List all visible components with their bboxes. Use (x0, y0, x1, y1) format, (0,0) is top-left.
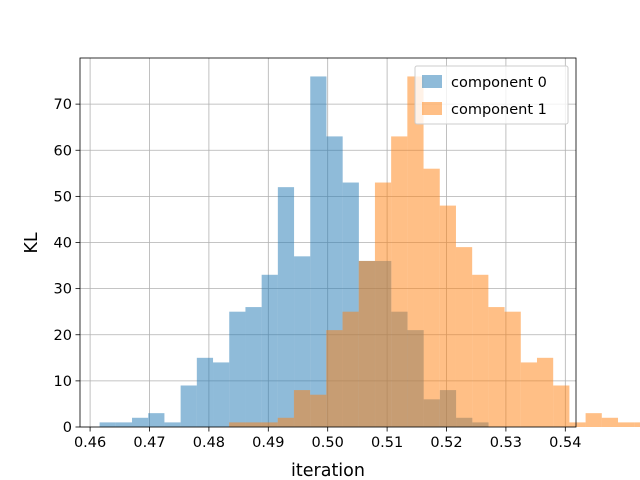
x-tick-label: 0.48 (193, 435, 225, 451)
y-tick-label: 0 (63, 420, 72, 436)
histogram-bar-series-1 (618, 422, 635, 427)
x-tick-label: 0.46 (74, 435, 106, 451)
histogram-bar-series-1 (293, 390, 311, 427)
histogram-bar-series-0 (277, 187, 295, 427)
legend-box (414, 65, 569, 125)
histogram-bar-series-1 (553, 385, 570, 427)
x-tick-label: 0.51 (371, 435, 403, 451)
histogram-bar-series-0 (213, 362, 230, 427)
histogram-bar-series-0 (261, 274, 278, 427)
legend-swatch (422, 102, 442, 115)
y-axis-label: KL (22, 232, 42, 253)
y-tick-label: 50 (54, 189, 72, 205)
histogram-bar-series-1 (229, 422, 246, 427)
histogram-bar-series-0 (148, 413, 165, 427)
histogram-bar-series-1 (391, 136, 408, 427)
histogram-bar-series-1 (310, 394, 327, 427)
histogram-bar-series-1 (326, 330, 343, 427)
x-tick-label: 0.53 (490, 435, 522, 451)
histogram-bar-series-1 (245, 422, 262, 427)
histogram-bar-series-0 (164, 422, 181, 427)
histogram-bar-series-1 (407, 76, 424, 427)
histogram-bar-series-0 (229, 311, 246, 427)
histogram-bar-series-0 (132, 417, 149, 427)
x-axis-label: iteration (291, 461, 365, 480)
histogram-bar-series-1 (488, 307, 505, 427)
y-tick-label: 10 (54, 374, 72, 390)
histogram-bar-series-1 (536, 357, 554, 427)
histogram-bar-series-1 (520, 362, 537, 427)
histogram-bar-series-1 (423, 168, 440, 427)
histogram-bar-series-1 (439, 205, 456, 427)
legend-swatch (422, 75, 442, 88)
histogram-bar-series-1 (455, 247, 473, 427)
legend-label: component 0 (451, 75, 547, 91)
histogram-bar-series-0 (294, 256, 311, 427)
histogram-bar-series-0 (245, 307, 262, 427)
histogram-bar-series-1 (342, 311, 359, 427)
y-tick-label: 70 (54, 97, 72, 113)
histogram-bar-series-0 (115, 422, 133, 427)
histogram-bar-series-1 (569, 422, 586, 427)
histogram-bar-series-0 (99, 422, 116, 427)
histogram-bar-series-0 (310, 76, 327, 427)
x-tick-label: 0.49 (252, 435, 284, 451)
histogram-bar-series-1 (374, 182, 392, 427)
histogram-bar-series-1 (504, 311, 521, 427)
axes: 0.46 0.47 0.48 0.49 0.50 0.51 0.52 0.53 0.54 0 10 2… (54, 57, 581, 451)
y-tick-label: 40 (54, 236, 72, 252)
histogram-bars (99, 76, 640, 427)
x-tick-label: 0.54 (549, 435, 581, 451)
histogram-bar-series-1 (277, 417, 294, 427)
histogram-bar-series-1 (358, 260, 375, 427)
histogram-bar-series-0 (196, 357, 214, 427)
y-tick-label: 20 (54, 328, 72, 344)
y-tick-label: 30 (54, 282, 72, 298)
histogram-bar-series-1 (585, 413, 602, 427)
histogram-bar-series-1 (601, 417, 619, 427)
histogram-bar-series-1 (472, 274, 489, 427)
x-tick-label: 0.52 (430, 435, 462, 451)
x-tick-label: 0.50 (312, 435, 344, 451)
histogram-bar-series-1 (634, 422, 640, 427)
x-tick-label: 0.47 (133, 435, 165, 451)
y-tick-label: 60 (54, 143, 72, 159)
histogram-bar-series-0 (180, 385, 197, 427)
histogram-bar-series-1 (261, 422, 278, 427)
legend: component 0 component 1 (414, 65, 569, 125)
legend-label: component 1 (451, 102, 547, 118)
